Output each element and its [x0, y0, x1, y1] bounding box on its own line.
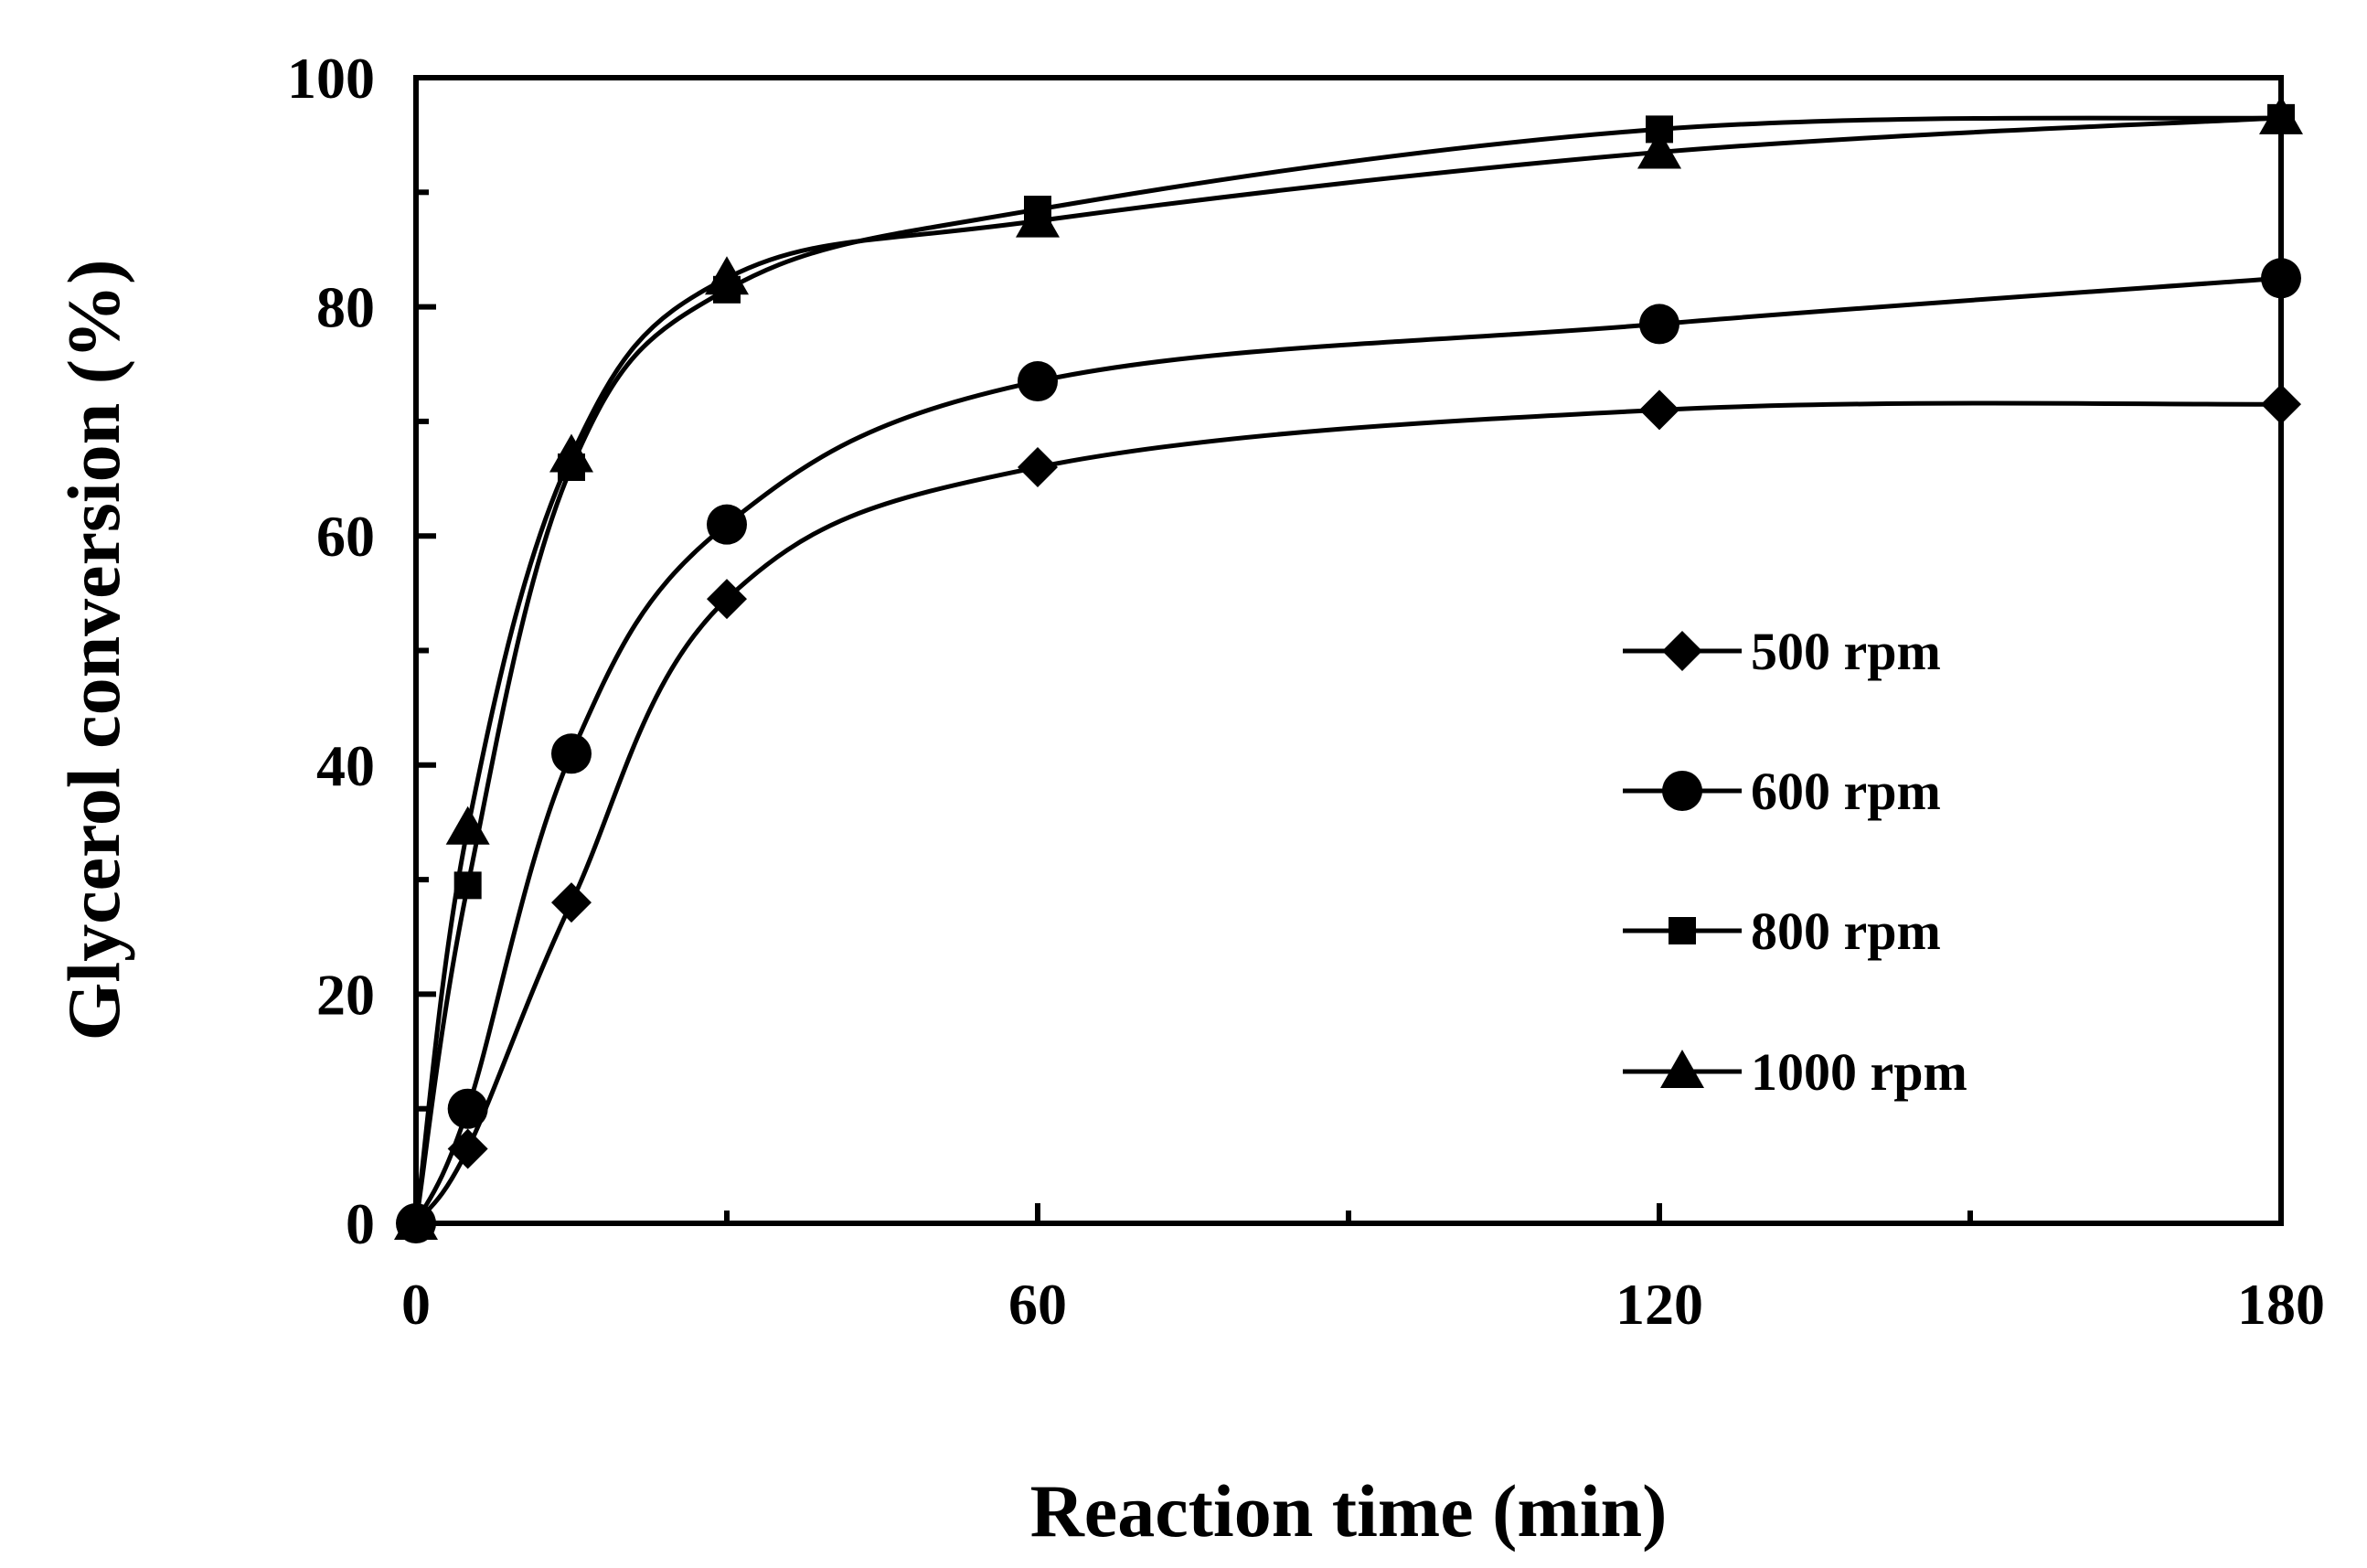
legend-entry: 800 rpm	[1623, 901, 1941, 961]
x-axis-title: Reaction time (min)	[1030, 1469, 1668, 1552]
series-line	[413, 400, 2282, 1225]
y-tick-label: 100	[287, 46, 375, 111]
series-500-rpm	[396, 384, 2301, 1243]
series-800-rpm	[402, 103, 2295, 1237]
data-point	[1016, 198, 1060, 238]
legend-entry: 1000 rpm	[1623, 1042, 1967, 1102]
legend-marker	[1662, 631, 1702, 671]
axis-ticks	[413, 75, 2284, 1226]
y-axis-title: Glycerol conversion (%)	[52, 260, 135, 1041]
legend-label: 800 rpm	[1751, 901, 1941, 961]
data-point	[1639, 389, 1679, 431]
x-tick-label: 0	[401, 1272, 431, 1337]
legend-marker	[1660, 1050, 1704, 1088]
legend-label: 600 rpm	[1751, 762, 1941, 821]
series-line	[413, 275, 2282, 1225]
legend-entry: 500 rpm	[1623, 622, 1941, 681]
y-tick-label: 0	[346, 1191, 375, 1256]
series-line	[413, 115, 2282, 1224]
y-tick-label: 80	[316, 275, 375, 340]
series-600-rpm	[396, 258, 2301, 1243]
y-tick-label: 60	[316, 504, 375, 569]
plot-area-frame	[413, 75, 2284, 1226]
data-point	[551, 882, 592, 923]
data-point	[2261, 384, 2301, 425]
data-point	[445, 805, 490, 845]
legend-entry: 600 rpm	[1623, 762, 1941, 821]
data-point	[707, 579, 747, 620]
data-point	[1637, 130, 1681, 169]
data-point	[2259, 95, 2303, 134]
series-line	[413, 115, 2282, 1224]
x-tick-label: 180	[2237, 1272, 2325, 1337]
data-point	[1639, 304, 1679, 345]
y-tick-label: 40	[316, 733, 375, 798]
data-point	[707, 504, 747, 545]
series-1000-rpm	[394, 95, 2303, 1240]
data-point	[1018, 447, 1058, 488]
legend-marker	[1662, 771, 1702, 811]
data-point	[394, 1201, 438, 1240]
data-point	[549, 433, 593, 473]
legend-label: 500 rpm	[1751, 622, 1941, 681]
axis-tick-labels: 0 60 120 180 0 20 40 60 80 100	[287, 46, 2325, 1337]
legend-marker	[1669, 917, 1696, 944]
data-point	[551, 733, 592, 774]
legend-label: 1000 rpm	[1751, 1042, 1967, 1102]
data-point	[2261, 258, 2301, 299]
data-point	[705, 256, 749, 295]
data-point	[1018, 361, 1058, 402]
y-tick-label: 20	[316, 962, 375, 1027]
data-point	[447, 1088, 488, 1129]
plot-series	[394, 95, 2303, 1243]
x-tick-label: 60	[1008, 1272, 1067, 1337]
x-tick-label: 120	[1615, 1272, 1703, 1337]
legend: 500 rpm 600 rpm 800 rpm 1000 rpm	[1623, 622, 1967, 1102]
